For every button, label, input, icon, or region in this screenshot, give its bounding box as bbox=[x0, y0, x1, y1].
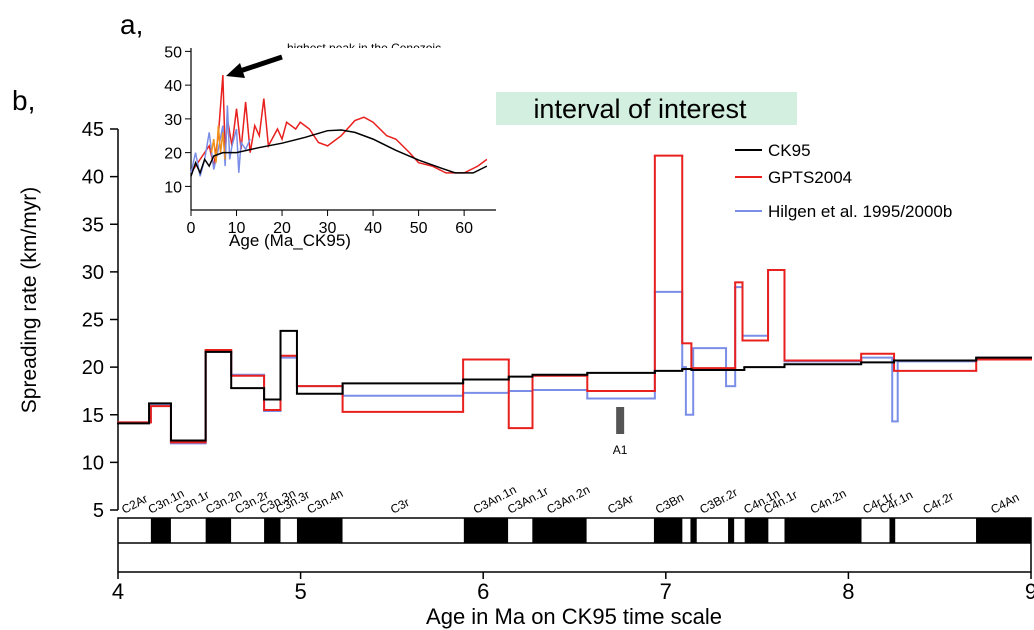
y-tick-label: 30 bbox=[82, 262, 104, 284]
data-line bbox=[210, 125, 226, 163]
chron-block bbox=[150, 518, 171, 543]
chron-block bbox=[508, 518, 533, 543]
marker-bar bbox=[616, 407, 625, 434]
chron-label: C3An.2n bbox=[544, 482, 592, 516]
chron-label: C4r.2r bbox=[921, 489, 956, 517]
x-tick-label: 6 bbox=[477, 579, 489, 604]
chron-label: C4n.2n bbox=[808, 486, 849, 517]
y-tick-label: 45 bbox=[82, 119, 104, 141]
chron-block bbox=[768, 518, 785, 543]
x-tick-label: 20 bbox=[273, 220, 291, 237]
chron-block bbox=[205, 518, 232, 543]
annotation: interval of interest bbox=[533, 94, 747, 124]
y-tick-label: 10 bbox=[164, 179, 182, 196]
series bbox=[117, 329, 1032, 442]
chron-block bbox=[118, 518, 151, 543]
x-tick-label: 7 bbox=[660, 579, 672, 604]
y-axis-title: Spreading rate (km/myr) bbox=[18, 187, 41, 413]
chron-block bbox=[728, 518, 735, 543]
y-tick-label: 25 bbox=[82, 310, 104, 332]
chron-block bbox=[889, 518, 896, 543]
panel-label: a, bbox=[120, 9, 143, 40]
chron-block bbox=[653, 518, 683, 543]
x-tick-label: 40 bbox=[364, 220, 382, 237]
arrow-shaft bbox=[239, 54, 283, 74]
chron-block bbox=[696, 518, 729, 543]
panel-label: b, bbox=[12, 85, 35, 116]
y-tick-label: 20 bbox=[164, 146, 182, 163]
y-tick-label: 15 bbox=[82, 405, 104, 427]
y-tick-label: 40 bbox=[82, 167, 104, 189]
chron-block bbox=[342, 518, 464, 543]
chron-block bbox=[734, 518, 745, 543]
chron-block bbox=[463, 518, 509, 543]
chron-block bbox=[690, 518, 697, 543]
legend-label: Hilgen et al. 1995/2000b bbox=[768, 202, 952, 221]
chron-label: C3n.4n bbox=[305, 486, 346, 517]
chron-label: C3Ar bbox=[605, 491, 636, 516]
y-tick-label: 50 bbox=[164, 44, 182, 61]
y-tick-label: 5 bbox=[93, 500, 104, 522]
chron-block bbox=[280, 518, 297, 543]
x-tick-label: 10 bbox=[228, 220, 246, 237]
y-tick-label: 10 bbox=[82, 452, 104, 474]
chron-block bbox=[976, 518, 1031, 543]
chron-block bbox=[264, 518, 281, 543]
legend-label: GPTS2004 bbox=[768, 168, 852, 187]
data-line bbox=[190, 129, 488, 177]
chron-label: C3Bn bbox=[653, 490, 686, 516]
y-tick-label: 35 bbox=[82, 214, 104, 236]
x-tick-label: 9 bbox=[1025, 579, 1034, 604]
y-tick-label: 40 bbox=[164, 78, 182, 95]
x-tick-label: 5 bbox=[294, 579, 306, 604]
x-tick-label: 60 bbox=[455, 220, 473, 237]
chron-block bbox=[682, 518, 691, 543]
x-axis-title: Age in Ma on CK95 time scale bbox=[426, 604, 722, 629]
chron-block bbox=[532, 518, 587, 543]
legend-label: CK95 bbox=[768, 141, 811, 160]
chron-block bbox=[231, 518, 265, 543]
x-axis-title: Age (Ma_CK95) bbox=[229, 231, 351, 250]
arrow-head bbox=[226, 63, 245, 78]
chron-block bbox=[170, 518, 206, 543]
x-tick-label: 8 bbox=[842, 579, 854, 604]
chron-block bbox=[296, 518, 343, 543]
chron-block bbox=[861, 518, 890, 543]
chron-block bbox=[586, 518, 654, 543]
x-tick-label: 50 bbox=[410, 220, 428, 237]
chron-block bbox=[784, 518, 862, 543]
y-tick-label: 30 bbox=[164, 112, 182, 129]
highlight-box bbox=[484, 92, 797, 125]
x-tick-label: 0 bbox=[187, 220, 196, 237]
chron-label: C3Br.2r bbox=[697, 485, 739, 516]
x-tick-label: 30 bbox=[319, 220, 337, 237]
marker-label: A1 bbox=[613, 443, 628, 457]
chron-label: C4An bbox=[988, 490, 1021, 516]
chron-block bbox=[895, 518, 977, 543]
y-tick-label: 20 bbox=[82, 357, 104, 379]
chron-label: C3r bbox=[388, 495, 412, 516]
chron-block bbox=[744, 518, 769, 543]
polarity-frame bbox=[117, 517, 1032, 573]
x-tick-label: 4 bbox=[112, 579, 124, 604]
series bbox=[117, 154, 1032, 444]
